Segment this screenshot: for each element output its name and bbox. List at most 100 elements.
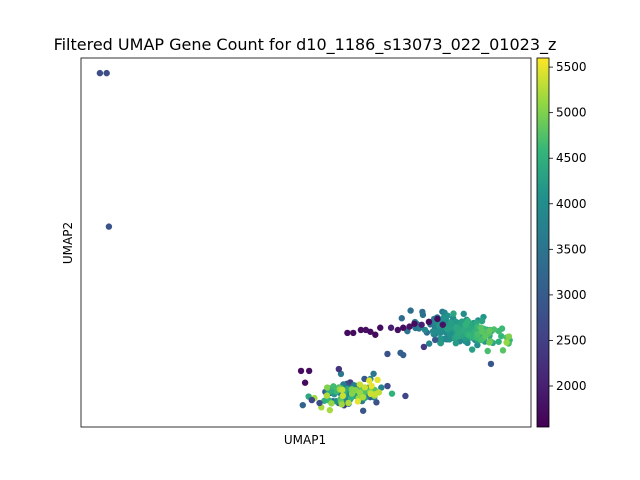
cluster-point — [323, 392, 331, 399]
cluster-point — [370, 370, 377, 377]
cluster-point — [452, 324, 460, 331]
cluster-point — [440, 314, 447, 322]
cluster-point — [328, 400, 335, 407]
cluster-point — [338, 401, 345, 408]
cluster-point — [452, 318, 459, 325]
cluster-point — [486, 327, 493, 335]
scatter-point — [335, 365, 343, 373]
scatter-point — [105, 223, 113, 230]
cluster-point — [407, 307, 414, 314]
scatter-point — [377, 324, 384, 331]
cluster-point — [348, 390, 356, 397]
scatter-point — [431, 336, 439, 344]
plot-area — [81, 58, 531, 427]
scatter-point — [439, 321, 446, 328]
cluster-point — [478, 317, 486, 325]
scatter-point — [425, 318, 433, 326]
cluster-point — [482, 332, 489, 340]
cluster-point — [495, 338, 502, 345]
scatter-point — [406, 323, 413, 330]
scatter-point — [394, 326, 401, 334]
cluster-point — [438, 328, 445, 335]
cluster-point — [330, 383, 337, 390]
colorbar-tick-label: 5000 — [556, 106, 587, 120]
scatter-point — [305, 367, 313, 375]
cluster-point — [326, 406, 334, 414]
scatter-point — [367, 328, 374, 335]
cluster-point — [354, 398, 362, 405]
scatter-point — [308, 396, 316, 404]
cluster-point — [499, 347, 507, 354]
cluster-point — [474, 341, 481, 349]
colorbar-frame — [536, 57, 550, 428]
cluster-point — [345, 399, 352, 407]
colorbar-tick-label: 3500 — [556, 242, 587, 256]
scatter-point — [301, 379, 309, 386]
cluster-point — [452, 339, 460, 347]
scatter-point — [316, 399, 323, 407]
cluster-point — [437, 339, 445, 347]
scatter-point — [357, 326, 365, 334]
cluster-point — [398, 315, 405, 322]
cluster-point — [361, 384, 369, 391]
colorbar-tick-label: 4000 — [556, 197, 587, 211]
cluster-point — [443, 325, 451, 333]
colorbar-tick-label: 2500 — [556, 333, 587, 347]
cluster-point — [505, 333, 513, 340]
y-axis-label: UMAP2 — [61, 222, 75, 264]
cluster-point — [465, 331, 473, 339]
cluster-point — [359, 393, 367, 401]
cluster-point — [464, 317, 471, 325]
scatter-point — [350, 329, 357, 337]
cluster-point — [419, 311, 427, 319]
scatter-point — [400, 324, 407, 331]
cluster-point — [356, 381, 363, 388]
colorbar — [537, 58, 549, 427]
cluster-point — [402, 392, 409, 400]
scatter-point — [420, 343, 428, 351]
cluster-point — [321, 397, 328, 404]
cluster-point — [368, 382, 375, 390]
cluster-point — [474, 330, 481, 338]
scatter-point — [359, 407, 367, 414]
scatter-point — [387, 324, 395, 331]
cluster-point — [486, 339, 493, 346]
cluster-point — [468, 346, 476, 353]
cluster-point — [378, 384, 385, 391]
cluster-point — [373, 399, 380, 406]
cluster-point — [460, 310, 467, 318]
cluster-point — [503, 339, 510, 346]
cluster-point — [495, 327, 503, 335]
colorbar-ticks: 2000 2500 3000 3500 4000 4500 5000 5500 — [549, 60, 587, 393]
scatter-point — [372, 331, 379, 338]
scatter-point — [96, 69, 104, 77]
cluster-point — [490, 326, 498, 333]
cluster-point — [374, 376, 381, 384]
x-axis-label: UMAP1 — [284, 433, 326, 447]
cluster-point — [388, 390, 396, 397]
scatter-point — [384, 350, 391, 358]
cluster-point — [484, 347, 491, 355]
cluster-point — [339, 386, 346, 394]
scatter-point — [400, 351, 407, 359]
cluster-point — [450, 310, 457, 317]
cluster-point — [425, 340, 433, 347]
cluster-point — [339, 392, 347, 400]
scatter-points — [96, 69, 513, 414]
cluster-point — [455, 329, 462, 337]
scatter-point — [418, 321, 425, 328]
cluster-point — [299, 401, 306, 409]
scatter-point — [297, 367, 305, 375]
scatter-point — [103, 69, 110, 77]
cluster-point — [478, 328, 486, 335]
plot-frame — [80, 57, 532, 428]
cluster-point — [421, 326, 429, 334]
cluster-point — [337, 370, 345, 378]
colorbar-tick-label: 5500 — [556, 60, 587, 74]
cluster-point — [366, 377, 373, 384]
colorbar-tick-label: 4500 — [556, 151, 587, 165]
cluster-point — [361, 375, 368, 383]
colorbar-tick-label: 2000 — [556, 379, 587, 393]
scatter-point — [411, 320, 418, 327]
scatter-point — [487, 360, 495, 368]
